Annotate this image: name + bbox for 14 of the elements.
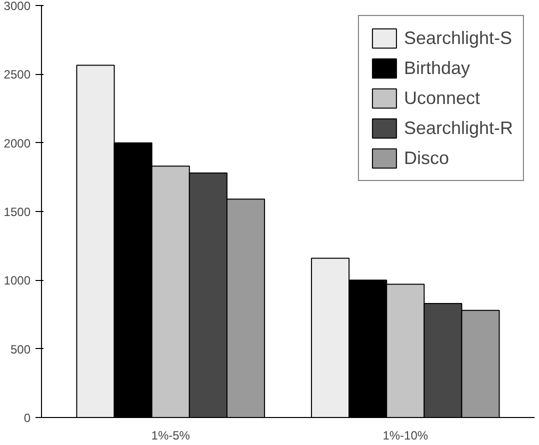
legend-label: Disco [404, 148, 449, 168]
y-tick-label: 3000 [4, 0, 31, 13]
y-tick-label: 1500 [4, 205, 31, 219]
x-tick-label: 1%-10% [382, 428, 428, 442]
y-tick-label: 500 [10, 342, 31, 356]
legend-label: Birthday [404, 58, 470, 78]
y-tick-label: 0 [24, 411, 31, 425]
x-tick-label: 1%-5% [151, 428, 190, 442]
legend-label: Searchlight-R [404, 118, 513, 138]
y-tick-label: 2500 [4, 68, 31, 82]
y-tick-label: 2000 [4, 136, 31, 150]
y-tick-label: 1000 [4, 274, 31, 288]
legend-label: Searchlight-S [404, 28, 512, 48]
legend-label: Uconnect [404, 88, 480, 108]
